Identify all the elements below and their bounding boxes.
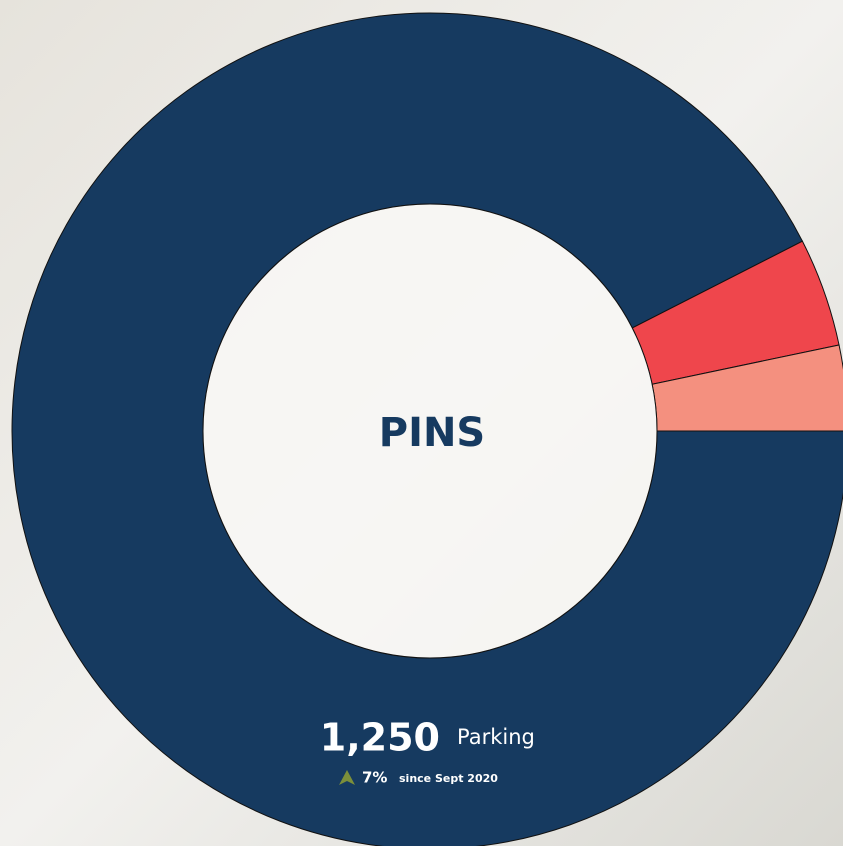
stat-value: 1,250 <box>320 716 440 760</box>
change-value: 7% <box>362 769 387 787</box>
chart: PINS 1,250 Parking 7% since Sept 2020 <box>0 0 843 846</box>
change-label: since Sept 2020 <box>399 772 498 785</box>
stat-label: Parking <box>457 725 535 749</box>
chart-title: PINS <box>379 410 485 456</box>
